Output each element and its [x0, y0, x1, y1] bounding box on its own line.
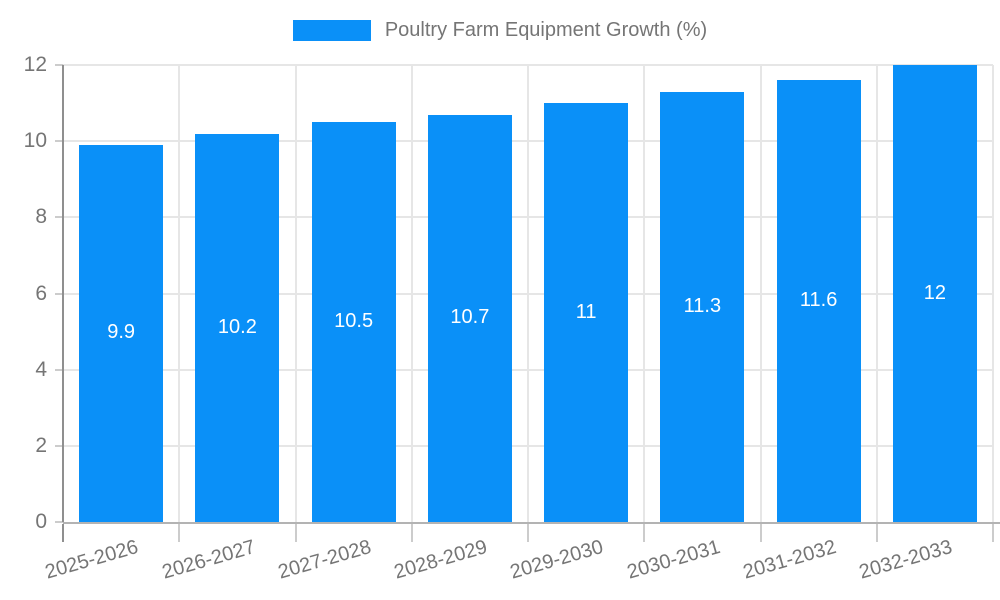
bar-value-label: 11: [575, 300, 597, 323]
y-tick-label: 8: [35, 205, 47, 229]
bar-value-label: 10.7: [450, 306, 490, 329]
x-tick-label: 2032-2033: [856, 536, 955, 584]
bar[interactable]: [660, 91, 745, 522]
y-tick-label: 2: [35, 433, 47, 457]
x-gridline: [875, 65, 878, 522]
x-gridline: [178, 65, 181, 522]
y-axis-tick: [55, 140, 63, 143]
x-tick-label: 2029-2030: [508, 536, 607, 584]
bar-value-label: 11.3: [683, 294, 722, 317]
bar-value-label: 10.2: [217, 315, 257, 338]
bar-value-label: 12: [923, 281, 946, 304]
x-gridline: [294, 65, 297, 522]
y-axis-tick: [55, 64, 63, 66]
x-axis-tick: [643, 524, 646, 542]
x-gridline: [643, 65, 646, 522]
y-axis-tick: [55, 368, 63, 371]
x-gridline: [527, 65, 529, 522]
x-axis-tick: [875, 524, 878, 542]
x-tick-label: 2025-2026: [43, 536, 142, 584]
bar[interactable]: [892, 65, 977, 522]
bar[interactable]: [195, 133, 280, 522]
bar[interactable]: [427, 114, 512, 522]
bar[interactable]: [311, 122, 396, 522]
y-tick-label: 10: [23, 129, 47, 153]
bar[interactable]: [544, 103, 629, 522]
bar[interactable]: [79, 144, 164, 522]
x-tick-label: 2030-2031: [624, 536, 723, 584]
y-tick-label: 6: [35, 281, 47, 305]
x-tick-label: 2027-2028: [275, 536, 374, 584]
y-axis-tick: [55, 521, 63, 523]
legend-swatch: [292, 20, 371, 41]
x-axis-tick: [759, 524, 762, 542]
x-tick-label: 2031-2032: [740, 536, 839, 584]
x-axis-tick: [527, 524, 529, 542]
x-gridline: [410, 65, 413, 522]
chart-legend: Poultry Farm Equipment Growth (%): [0, 19, 1000, 42]
y-axis-tick: [55, 216, 63, 219]
x-tick-label: 2026-2027: [159, 536, 258, 584]
x-axis-tick: [178, 524, 181, 542]
bar-value-label: 10.5: [334, 310, 374, 333]
legend-label: Poultry Farm Equipment Growth (%): [384, 19, 708, 41]
y-axis-tick: [55, 292, 63, 295]
x-gridline: [992, 65, 994, 522]
bar-value-label: 9.9: [107, 321, 136, 344]
y-tick-label: 12: [23, 53, 47, 76]
y-axis-tick: [55, 444, 63, 447]
x-axis-tick: [410, 524, 413, 542]
y-tick-label: 0: [35, 510, 47, 533]
bar-value-label: 11.6: [799, 289, 838, 312]
x-gridline: [759, 65, 762, 522]
x-axis: [63, 522, 1000, 524]
x-axis-tick: [62, 524, 64, 542]
x-axis-tick: [992, 524, 994, 542]
y-axis: [62, 65, 64, 522]
x-axis-tick: [294, 524, 297, 542]
y-tick-label: 4: [35, 357, 47, 381]
bar[interactable]: [776, 80, 861, 522]
x-tick-label: 2028-2029: [391, 536, 490, 584]
